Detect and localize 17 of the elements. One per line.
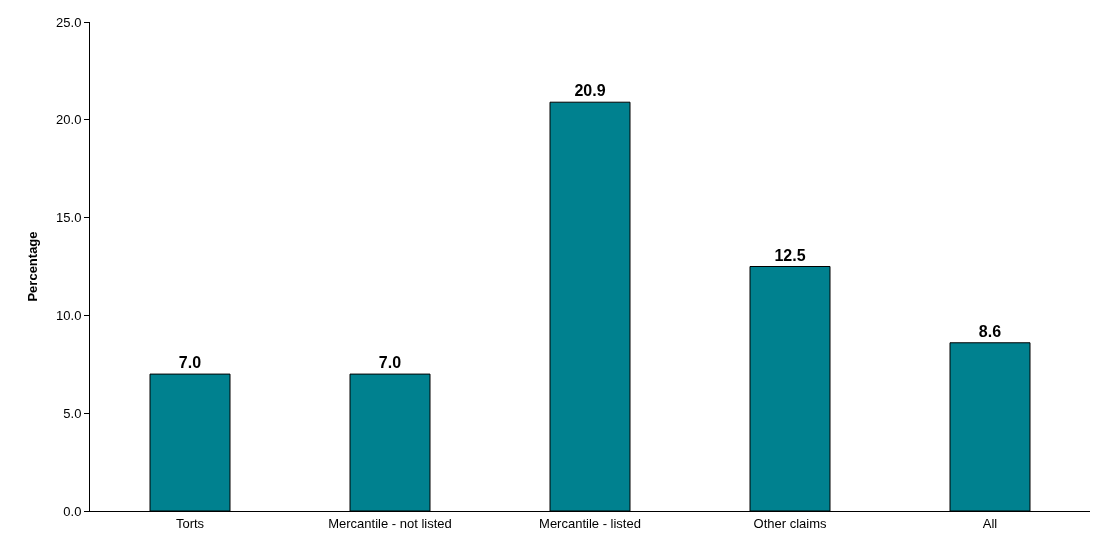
data-label: 8.6	[978, 322, 1002, 340]
y-axis-title: Percentage	[25, 231, 41, 302]
y-tick-label: 25.0	[56, 14, 82, 30]
data-label: 7.0	[378, 354, 402, 372]
x-tick-label: All	[982, 515, 998, 531]
data-label: 12.5	[774, 246, 806, 264]
y-tick-label: 0.0	[63, 503, 82, 519]
y-tick-label: 15.0	[56, 210, 82, 226]
x-tick-label: Mercantile - not listed	[328, 515, 452, 531]
data-label: 20.9	[574, 82, 606, 100]
data-label: 7.0	[178, 354, 202, 372]
x-tick-label: Mercantile - listed	[539, 515, 641, 531]
x-tick-label: Torts	[175, 515, 205, 531]
y-tick-label: 20.0	[56, 112, 82, 128]
x-tick-label: Other claims	[753, 515, 827, 531]
y-tick-label: 5.0	[63, 405, 82, 421]
y-tick-label: 10.0	[56, 307, 82, 323]
